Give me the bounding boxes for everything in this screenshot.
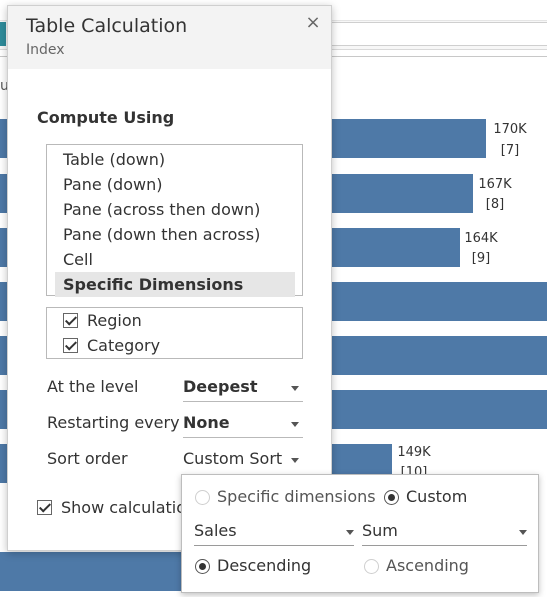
- category-checkbox[interactable]: [63, 338, 78, 353]
- sort-order-label: Sort order: [47, 449, 128, 468]
- restarting-every-value: None: [183, 413, 230, 432]
- sort-aggregation-dropdown[interactable]: Sum: [362, 521, 527, 546]
- sort-aggregation-value: Sum: [362, 521, 398, 540]
- chevron-down-icon: [291, 422, 299, 427]
- bar-index-label: [7]: [500, 143, 520, 158]
- sort-field-dropdown[interactable]: Sales: [194, 521, 354, 546]
- list-item-pane-down[interactable]: Pane (down): [63, 175, 163, 194]
- toolbar-accent: [0, 22, 6, 46]
- sort-order-value: Custom Sort: [183, 449, 283, 468]
- descending-label: Descending: [217, 556, 312, 575]
- bar-value-label: 167K: [478, 177, 512, 192]
- dimensions-list: Region Category: [46, 307, 303, 359]
- bar-value-label: 170K: [493, 122, 527, 137]
- dimension-label: Region: [87, 311, 142, 330]
- show-calculation-label: Show calculation: [61, 498, 197, 517]
- chevron-down-icon: [346, 530, 354, 535]
- table-calculation-dialog: Table Calculation Index × Compute Using …: [7, 5, 332, 551]
- specific-dimensions-label: Specific dimensions: [217, 487, 376, 506]
- sort-order-dropdown[interactable]: Custom Sort: [183, 449, 303, 473]
- restarting-every-label: Restarting every: [47, 413, 180, 432]
- dimension-label: Category: [87, 336, 161, 355]
- at-level-dropdown[interactable]: Deepest: [183, 377, 303, 402]
- dialog-subtitle: Index: [26, 42, 65, 58]
- dialog-title: Table Calculation: [26, 15, 188, 37]
- at-level-value: Deepest: [183, 377, 258, 396]
- bar-index-label: [9]: [471, 251, 491, 266]
- chevron-down-icon: [291, 386, 299, 391]
- sort-field-value: Sales: [194, 521, 237, 540]
- at-level-label: At the level: [47, 377, 139, 396]
- dialog-header: Table Calculation Index ×: [8, 6, 331, 69]
- list-item-cell[interactable]: Cell: [63, 250, 93, 269]
- list-item-table-down[interactable]: Table (down): [63, 150, 166, 169]
- ascending-radio[interactable]: [364, 559, 379, 574]
- axis-fragment: u: [0, 78, 9, 94]
- bar-value-label: 164K: [464, 231, 498, 246]
- ascending-label: Ascending: [386, 556, 469, 575]
- custom-radio[interactable]: [384, 490, 399, 505]
- show-calculation-checkbox[interactable]: [37, 500, 52, 515]
- chevron-down-icon: [519, 530, 527, 535]
- toolbar-field[interactable]: [330, 22, 547, 46]
- close-icon[interactable]: ×: [305, 12, 321, 33]
- custom-label: Custom: [406, 487, 468, 506]
- list-item-specific-dimensions[interactable]: Specific Dimensions: [55, 272, 295, 297]
- restarting-every-dropdown[interactable]: None: [183, 413, 303, 438]
- region-checkbox[interactable]: [63, 313, 78, 328]
- specific-dimensions-radio[interactable]: [195, 490, 210, 505]
- compute-using-list[interactable]: Table (down) Pane (down) Pane (across th…: [46, 144, 303, 297]
- bar-index-label: [8]: [485, 197, 505, 212]
- custom-sort-popup: Specific dimensions Custom Sales Sum Des…: [181, 474, 539, 593]
- list-item-pane-down-then-across[interactable]: Pane (down then across): [63, 225, 261, 244]
- list-item-pane-across-then-down[interactable]: Pane (across then down): [63, 200, 261, 219]
- bar-value-label: 149K: [397, 445, 431, 460]
- descending-radio[interactable]: [195, 559, 210, 574]
- chevron-down-icon: [291, 458, 299, 463]
- compute-using-label: Compute Using: [37, 108, 175, 127]
